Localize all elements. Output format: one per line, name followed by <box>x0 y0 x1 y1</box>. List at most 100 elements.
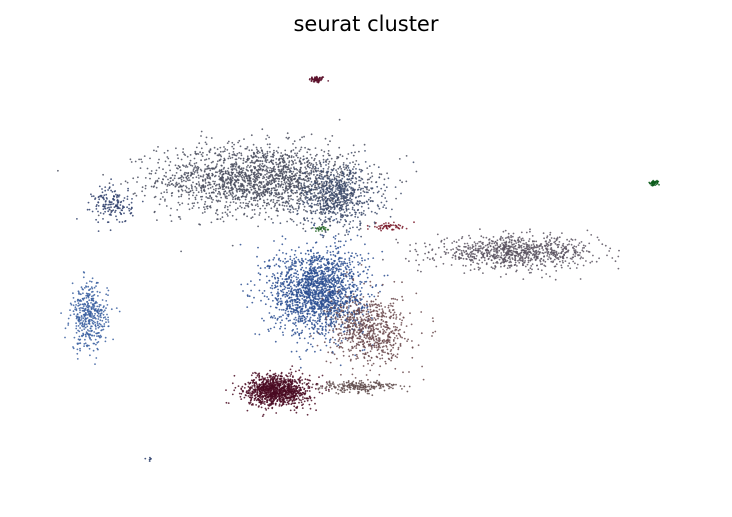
scatter-point <box>296 186 299 188</box>
scatter-point <box>95 357 98 359</box>
scatter-point <box>199 151 202 154</box>
scatter-point <box>233 143 236 146</box>
scatter-point <box>257 187 260 190</box>
scatter-point <box>226 149 229 151</box>
scatter-point <box>531 263 534 266</box>
scatter-point <box>222 161 225 164</box>
scatter-point <box>561 250 563 253</box>
scatter-point <box>76 358 79 360</box>
scatter-point <box>370 210 373 213</box>
scatter-point <box>86 309 89 312</box>
scatter-point <box>259 160 262 162</box>
scatter-point <box>525 243 528 246</box>
scatter-point <box>329 224 331 227</box>
scatter-point <box>397 241 399 244</box>
scatter-point <box>118 310 121 313</box>
scatter-point <box>617 255 620 258</box>
scatter-point <box>428 243 431 246</box>
scatter-point <box>300 191 303 194</box>
scatter-point <box>348 257 351 260</box>
scatter-point <box>484 244 487 247</box>
scatter-point <box>363 306 366 309</box>
scatter-point <box>314 147 317 150</box>
scatter-point <box>472 245 475 248</box>
scatter-point <box>563 246 566 249</box>
scatter-point <box>299 171 302 174</box>
scatter-point <box>313 195 316 198</box>
scatter-point <box>547 244 550 247</box>
scatter-point <box>231 153 234 156</box>
scatter-point <box>561 260 564 262</box>
scatter-point <box>322 204 325 207</box>
scatter-point <box>141 186 144 189</box>
scatter-point <box>241 190 244 193</box>
scatter-point <box>165 175 167 178</box>
scatter-point <box>310 197 313 200</box>
scatter-point <box>165 189 168 191</box>
scatter-point <box>87 285 90 288</box>
scatter-point <box>91 334 93 337</box>
scatter-point <box>106 221 109 224</box>
scatter-point <box>513 264 516 266</box>
scatter-point <box>192 168 195 171</box>
scatter-point <box>350 294 353 297</box>
scatter-point <box>83 324 86 327</box>
scatter-point <box>181 189 184 192</box>
scatter-point <box>336 156 339 158</box>
scatter-point <box>264 169 266 172</box>
scatter-point <box>207 187 210 190</box>
scatter-point <box>261 128 264 131</box>
scatter-point <box>75 304 77 306</box>
scatter-point <box>275 193 277 196</box>
scatter-point <box>511 235 514 238</box>
scatter-point <box>360 211 363 214</box>
scatter-point <box>214 189 217 192</box>
scatter-point <box>322 326 324 328</box>
scatter-point <box>82 276 85 279</box>
scatter-point <box>158 166 161 169</box>
scatter-point <box>368 189 370 192</box>
scatter-point <box>104 207 107 210</box>
scatter-point <box>328 341 331 344</box>
scatter-point <box>100 316 102 319</box>
scatter-point <box>250 184 252 187</box>
scatter-point <box>334 342 337 345</box>
scatter-point <box>528 238 531 240</box>
scatter-point <box>446 248 448 251</box>
scatter-point <box>107 289 110 292</box>
scatter-point <box>292 178 295 181</box>
scatter-point <box>330 171 332 174</box>
scatter-point <box>339 213 342 215</box>
scatter-point <box>222 179 225 182</box>
scatter-point <box>261 160 264 163</box>
scatter-point <box>276 207 278 210</box>
scatter-point <box>335 218 338 220</box>
scatter-point <box>447 252 450 254</box>
scatter-point <box>302 203 305 206</box>
scatter-point <box>479 228 481 231</box>
scatter-point <box>265 159 267 162</box>
scatter-point <box>344 219 346 221</box>
scatter-point <box>592 254 594 257</box>
scatter-point <box>192 170 195 172</box>
scatter-point <box>200 191 203 193</box>
scatter-point <box>477 266 480 269</box>
scatter-point <box>268 194 271 197</box>
scatter-point <box>296 172 298 175</box>
scatter-point <box>310 206 313 209</box>
scatter-point <box>311 192 313 195</box>
scatter-point <box>107 319 109 321</box>
scatter-point <box>319 349 322 351</box>
scatter-point <box>215 195 218 198</box>
scatter-point <box>187 191 190 194</box>
scatter-point <box>102 208 105 211</box>
scatter-point <box>254 167 256 170</box>
scatter-point <box>192 194 194 197</box>
scatter-point <box>200 198 203 201</box>
scatter-point <box>280 315 282 318</box>
scatter-point <box>247 157 249 160</box>
scatter-point <box>257 150 260 153</box>
scatter-point <box>289 211 292 214</box>
scatter-point <box>422 259 425 261</box>
scatter-point <box>318 197 321 199</box>
